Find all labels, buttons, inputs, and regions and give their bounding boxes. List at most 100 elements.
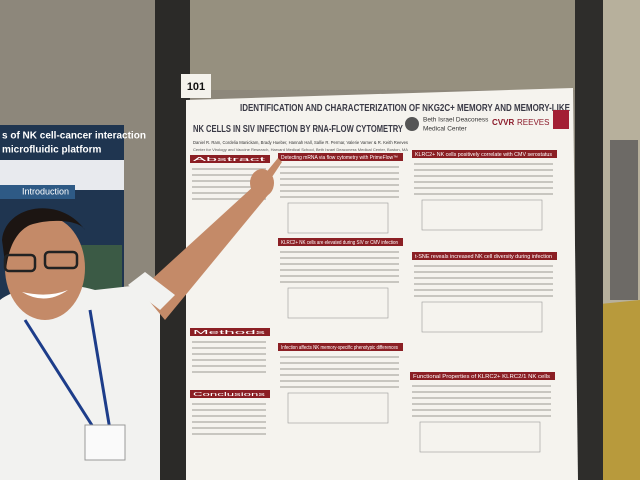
smile <box>22 290 68 299</box>
board-edge <box>575 0 603 480</box>
body-text <box>414 163 553 165</box>
section-header: Methods <box>193 330 267 336</box>
shirt <box>0 284 160 480</box>
cvvr-logo: CVVR <box>492 118 514 127</box>
body-text <box>280 362 399 364</box>
body-text <box>280 251 399 253</box>
body-text <box>414 277 553 279</box>
body-text <box>280 380 399 382</box>
lanyard <box>23 309 112 431</box>
body-text <box>192 421 266 423</box>
body-text <box>192 365 266 367</box>
name-badge <box>84 424 126 461</box>
body-text <box>412 415 551 417</box>
body-text <box>414 169 553 171</box>
body-text <box>414 271 553 273</box>
body-text <box>280 184 399 186</box>
section-header: Abstract <box>193 157 267 163</box>
poster-body: Abstract Detecting mRNA via flow cytometr… <box>190 150 557 453</box>
left-poster-title: microfluidic platform <box>2 145 102 156</box>
section-bar <box>190 155 270 163</box>
body-text <box>412 403 551 405</box>
section-bar <box>412 150 557 158</box>
glasses <box>43 250 79 270</box>
booth-number: 101 <box>187 81 205 93</box>
body-text <box>280 356 399 358</box>
body-text <box>192 359 266 361</box>
board-divider <box>155 0 190 480</box>
section-header: KLRC2+ NK cells positively correlate wit… <box>415 152 553 158</box>
far-board <box>610 140 638 300</box>
booth-card <box>181 74 211 98</box>
body-text <box>192 433 266 435</box>
section-bar <box>278 343 403 351</box>
body-text <box>414 193 553 195</box>
body-text <box>412 385 551 387</box>
body-text <box>280 172 399 174</box>
figure <box>421 199 543 231</box>
body-text <box>414 289 553 291</box>
poster-affiliation: Center for Virology and Vaccine Research… <box>193 148 409 152</box>
logo-emblem <box>405 117 419 131</box>
poster-title: IDENTIFICATION AND CHARACTERIZATION OF N… <box>240 102 570 114</box>
body-text <box>192 341 266 343</box>
harvard-shield <box>553 110 569 129</box>
section-header: KLRC2+ NK cells are elevated during SIV … <box>281 240 398 246</box>
body-text <box>192 192 266 194</box>
body-text <box>192 174 266 176</box>
body-text <box>192 347 266 349</box>
sleeve <box>128 272 175 310</box>
body-text <box>414 265 553 267</box>
reeves-logo: REEVES <box>517 118 549 127</box>
section-header: Infection affects NK memory-specific phe… <box>281 345 398 351</box>
body-text <box>280 196 399 198</box>
poster-authors: Daniel R. Ram, Cordelia Manickam, Brady … <box>193 140 409 145</box>
section-header: Functional Properties of KLRC2+ KLRC2/1 … <box>413 374 551 380</box>
section-bar <box>410 372 555 380</box>
body-text <box>412 391 551 393</box>
left-section-header: Introduction <box>22 186 69 196</box>
figure <box>419 421 541 453</box>
body-text <box>192 415 266 417</box>
left-section-bar <box>0 185 75 199</box>
finger <box>264 158 282 180</box>
left-poster-figure <box>80 245 122 295</box>
body-text <box>280 166 399 168</box>
hair <box>2 208 85 270</box>
body-text <box>414 295 553 297</box>
institution: Beth Israel Deaconess <box>423 117 489 124</box>
body-text <box>280 275 399 277</box>
section-bar <box>278 153 403 161</box>
body-text <box>280 178 399 180</box>
arm <box>140 185 268 320</box>
body-text <box>192 371 266 373</box>
body-text <box>280 269 399 271</box>
figure <box>287 202 389 234</box>
body-text <box>192 427 266 429</box>
section-bar <box>278 238 403 246</box>
left-poster-title: s of NK cell-cancer interaction <box>2 131 146 142</box>
body-text <box>192 168 266 170</box>
body-text <box>192 198 266 200</box>
body-text <box>414 175 553 177</box>
body-text <box>414 283 553 285</box>
poster-title: NK CELLS IN SIV INFECTION BY RNA-FLOW CY… <box>193 123 403 135</box>
body-text <box>192 409 266 411</box>
body-text <box>280 374 399 376</box>
section-header: Detecting mRNA via flow cytometry with P… <box>281 155 398 161</box>
figure <box>287 392 389 424</box>
body-text <box>280 257 399 259</box>
body-text <box>414 187 553 189</box>
body-text <box>280 386 399 388</box>
body-text <box>280 190 399 192</box>
section-bar <box>190 390 270 398</box>
body-text <box>280 263 399 265</box>
figure <box>421 301 543 333</box>
board <box>190 0 575 90</box>
body-text <box>192 353 266 355</box>
body-text <box>280 281 399 283</box>
body-text <box>412 409 551 411</box>
section-bar <box>412 252 557 260</box>
